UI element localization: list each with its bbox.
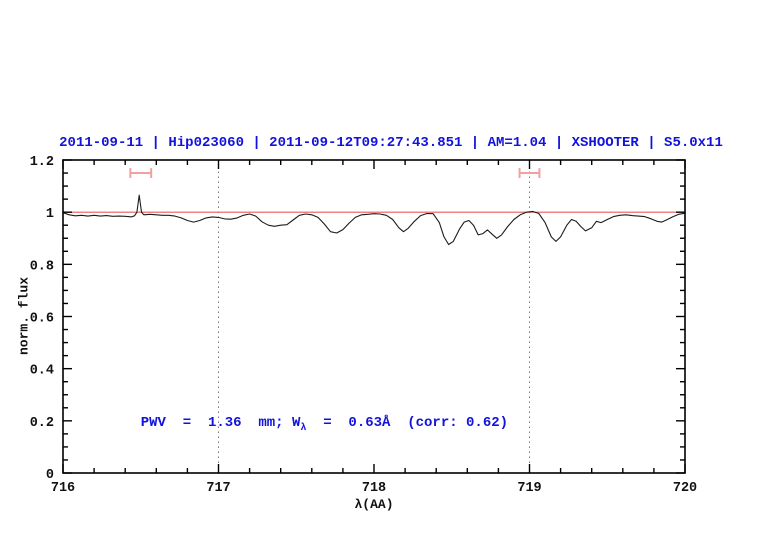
pwv-annotation-prefix: PWV = 1.36 mm; W [140,415,301,432]
x-tick-label: 719 [517,481,541,496]
y-tick-label: 1 [46,207,54,222]
y-axis-label: norm. flux [16,276,32,356]
x-tick-label: 718 [362,481,386,496]
observed-spectrum-line [62,194,686,246]
y-tick-label: 0.2 [30,416,54,431]
x-tick-label: 720 [673,481,697,496]
x-tick-label: 717 [206,481,230,496]
y-tick-label: 0 [46,468,54,483]
x-tick-label: 716 [51,481,75,496]
axis-ticks [62,159,686,474]
y-tick-label: 0.8 [30,259,54,274]
plot-title: 2011-09-11 | Hip023060 | 2011-09-12T09:2… [59,135,723,151]
pwv-annotation-lambda-subscript: λ [300,422,307,434]
y-tick-label: 1.2 [30,155,54,170]
pwv-annotation: PWV = 1.36 mm; Wλ = 0.63Å (corr: 0.62) [141,415,508,434]
x-axis-label: λ(AA) [354,497,394,512]
pwv-annotation-suffix: = 0.63Å (corr: 0.62) [306,415,509,432]
y-tick-label: 0.4 [30,364,54,379]
y-tick-label: 0.6 [30,312,54,327]
range-markers [129,168,541,178]
